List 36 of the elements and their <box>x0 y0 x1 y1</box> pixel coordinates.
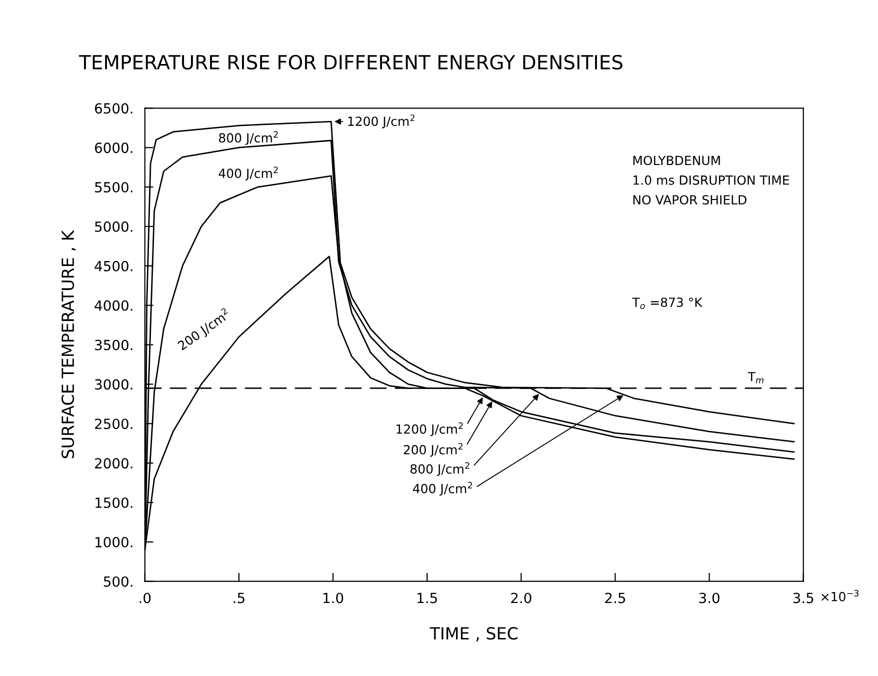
annotation: 800 J/cm$^{2}$ <box>219 131 278 145</box>
x-tick-label: 1.5 <box>418 592 437 604</box>
x-tick-label: 2.5 <box>605 592 626 604</box>
x-axis-title: TIME , SEC <box>430 627 518 642</box>
y-tick-label: 6000. <box>94 142 132 154</box>
annotation: 200 J/cm$^{2}$ <box>404 442 462 457</box>
x-tick-label: 1.0 <box>323 592 344 604</box>
chart-title: TEMPERATURE RISE FOR DIFFERENT ENERGY DENSITIES <box>78 54 622 70</box>
y-tick-label: 1500. <box>96 497 132 508</box>
x-tick-label: .5 <box>234 592 244 604</box>
y-tick-label: 3000. <box>95 379 132 390</box>
y-tick-label: 5500. <box>95 182 132 192</box>
y-tick-label: 500. <box>104 576 132 587</box>
y-tick-label: 3500. <box>95 340 132 350</box>
annotation: 400 J/cm$^{2}$ <box>412 482 472 496</box>
x-tick-label: 3.0 <box>699 592 720 604</box>
x-tick-label: .0 <box>140 592 151 604</box>
x-tick-label: 2.0 <box>511 592 532 604</box>
y-tick-label: 1000. <box>96 536 132 548</box>
annotation: 1200 J/cm$^{2}$ <box>348 114 414 128</box>
annotation: 400 J/cm$^{2}$ <box>218 166 278 180</box>
y-tick-label: 6500. <box>94 103 132 114</box>
y-tick-label: 4500. <box>94 260 132 272</box>
text: ×10$^{−3}$ <box>822 590 859 602</box>
annotation: 800 J/cm$^{2}$ <box>410 462 470 476</box>
annotation: 200 J/cm$^{2}$ <box>176 307 232 352</box>
annotation: T$_{o}$ =873 °K <box>632 298 703 310</box>
y-tick-label: 5000. <box>95 221 132 232</box>
annotation: MOLYBDENUM 1.0 ms DISRUPTION TIME NO VAPOR SHIELD <box>633 156 789 205</box>
annotation: 1200 J/cm$^{2}$ <box>396 422 463 436</box>
y-tick-label: 4000. <box>94 300 132 311</box>
y-axis-title: SURFACE TEMPERATURE , K <box>61 230 76 458</box>
y-tick-label: 2000. <box>95 458 132 469</box>
x-tick-label: 3.5 <box>793 592 814 604</box>
y-tick-label: 2500. <box>95 418 132 430</box>
ref-line-label: T$_{m}$ <box>748 372 764 384</box>
